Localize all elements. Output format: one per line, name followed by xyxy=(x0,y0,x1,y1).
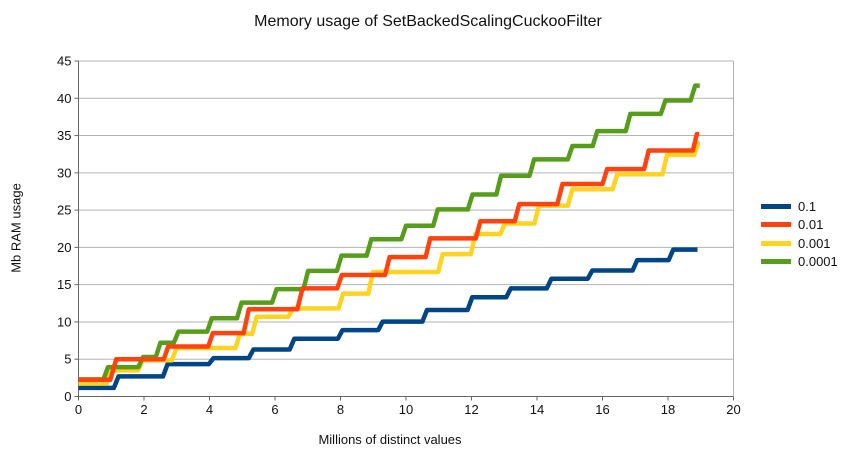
y-tick-label-30: 30 xyxy=(57,165,71,180)
y-tick-label-25: 25 xyxy=(57,203,71,218)
series-line-0.0001 xyxy=(78,83,700,382)
legend-label: 0.1 xyxy=(798,198,817,214)
legend-item-0.01: 0.01 xyxy=(761,216,838,235)
legend-swatch-0.01 xyxy=(761,222,791,228)
y-tick-label-20: 20 xyxy=(57,240,71,255)
x-tick-label-2: 2 xyxy=(140,402,147,417)
legend-label: 0.0001 xyxy=(798,254,838,270)
x-tick-label-10: 10 xyxy=(399,402,413,417)
x-tick-label-8: 8 xyxy=(337,402,344,417)
legend: 0.1 0.01 0.001 0.0001 xyxy=(761,197,838,271)
chart-title: Memory usage of SetBackedScalingCuckooFi… xyxy=(254,13,602,30)
legend-label: 0.001 xyxy=(798,235,831,251)
legend-swatch-0.001 xyxy=(761,240,791,246)
series-line-0.01 xyxy=(78,131,700,382)
y-tick-label-15: 15 xyxy=(57,277,71,292)
y-tick-label-40: 40 xyxy=(57,91,71,106)
series-line-0.001 xyxy=(78,140,701,386)
x-tick-label-14: 14 xyxy=(530,402,544,417)
x-tick-label-6: 6 xyxy=(271,402,278,417)
y-axis-title: Mb RAM usage xyxy=(8,183,24,273)
legend-item-0.001: 0.001 xyxy=(761,234,838,253)
legend-item-0.0001: 0.0001 xyxy=(761,253,838,272)
x-tick-label-4: 4 xyxy=(206,402,213,417)
x-tick-label-20: 20 xyxy=(726,402,740,417)
x-tick-label-18: 18 xyxy=(661,402,675,417)
legend-label: 0.01 xyxy=(798,217,824,233)
y-tick-label-45: 45 xyxy=(57,54,71,69)
x-tick-label-16: 16 xyxy=(595,402,609,417)
x-tick-label-0: 0 xyxy=(75,402,82,417)
x-tick-label-12: 12 xyxy=(464,402,478,417)
legend-item-0.1: 0.1 xyxy=(761,197,838,216)
y-tick-label-5: 5 xyxy=(64,352,71,367)
y-tick-label-35: 35 xyxy=(57,128,71,143)
y-tick-label-0: 0 xyxy=(64,389,71,404)
legend-swatch-0.1 xyxy=(761,203,791,209)
x-axis-title: Millions of distinct values xyxy=(318,432,462,447)
y-tick-label-10: 10 xyxy=(57,314,71,329)
legend-swatch-0.0001 xyxy=(761,259,791,265)
series-line-0.1 xyxy=(78,247,698,391)
